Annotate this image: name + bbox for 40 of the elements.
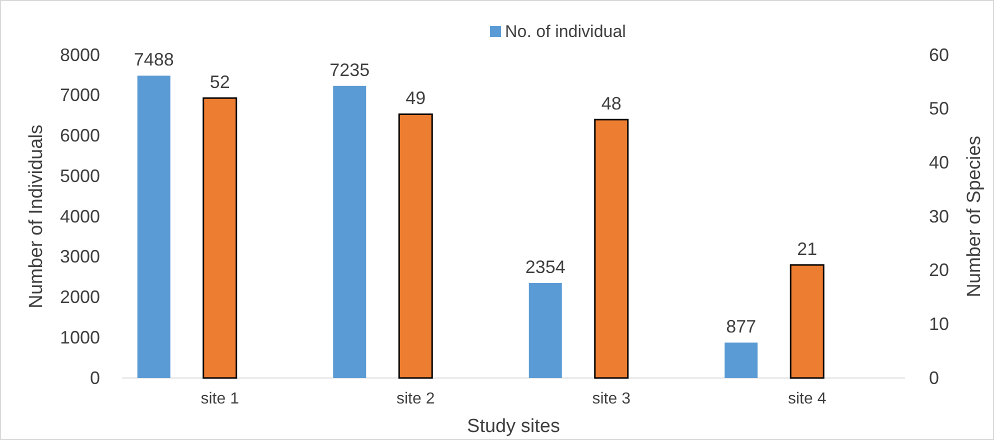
y-tick-label: 1000 bbox=[60, 327, 100, 348]
x-axis-title: Study sites bbox=[467, 416, 560, 437]
y2-axis-title: Number of Species bbox=[964, 136, 985, 298]
y-tick-label: 7000 bbox=[60, 85, 100, 106]
data-label: 7235 bbox=[330, 60, 370, 80]
y2-tick-label: 40 bbox=[929, 152, 950, 172]
bar bbox=[202, 97, 238, 379]
y2-tick-label: 50 bbox=[929, 98, 950, 119]
y-tick-label: 5000 bbox=[60, 166, 100, 186]
y2-tick-label: 30 bbox=[929, 206, 950, 226]
legend-label: No. of individual bbox=[505, 22, 626, 41]
y2-tick-label: 0 bbox=[929, 368, 940, 388]
data-label: 7488 bbox=[134, 50, 174, 70]
x-tick-label: site 2 bbox=[396, 390, 435, 408]
y-tick-label: 3000 bbox=[60, 246, 100, 267]
bar bbox=[333, 86, 366, 378]
data-label: 877 bbox=[726, 316, 756, 337]
y-axis-title: Number of Individuals bbox=[26, 124, 47, 308]
data-label: 48 bbox=[601, 94, 622, 114]
y-tick-label: 6000 bbox=[60, 126, 100, 146]
x-tick-label: site 1 bbox=[200, 390, 240, 408]
y-tick-label: 8000 bbox=[60, 44, 100, 65]
data-label: 49 bbox=[406, 88, 426, 108]
data-label: 52 bbox=[210, 72, 230, 92]
y2-tick-label: 10 bbox=[929, 314, 950, 334]
y-tick-label: 2000 bbox=[60, 287, 100, 308]
x-tick-label: site 4 bbox=[788, 390, 826, 408]
bar bbox=[594, 118, 629, 379]
bar bbox=[398, 113, 433, 379]
data-label: 2354 bbox=[525, 256, 566, 277]
bar bbox=[528, 282, 562, 378]
x-tick-label: site 3 bbox=[592, 390, 631, 408]
y2-tick-label: 20 bbox=[929, 260, 950, 280]
bar bbox=[790, 264, 824, 379]
bar bbox=[137, 76, 170, 378]
y-tick-label: 0 bbox=[90, 368, 100, 388]
y-tick-label: 4000 bbox=[60, 206, 100, 226]
bar bbox=[724, 342, 758, 378]
y2-tick-label: 60 bbox=[929, 44, 950, 65]
data-label: 21 bbox=[797, 238, 818, 259]
